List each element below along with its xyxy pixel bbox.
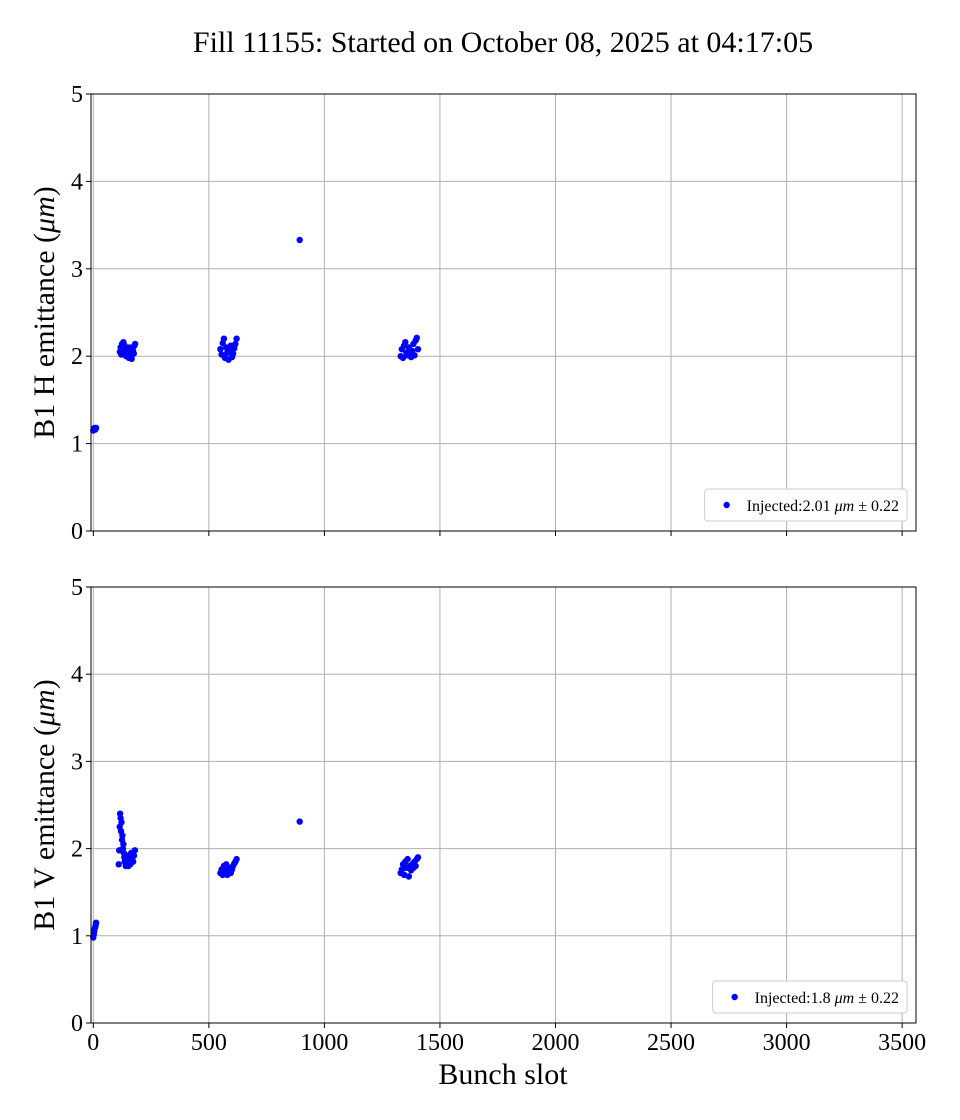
- data-point: [404, 855, 411, 863]
- y-tick-label: 3: [71, 257, 83, 283]
- data-point: [402, 339, 409, 346]
- panel-b1-h-emittance: 0 1 2 3 4 5 B1 H emittance (μm) Injected:2.01…: [28, 82, 917, 545]
- y-tick-label: 5: [71, 82, 83, 108]
- y-tick-label: 5: [71, 575, 83, 601]
- x-tick-label: 1500: [416, 1030, 464, 1056]
- legend-v: Injected:1.8 μm ± 0.22: [712, 980, 908, 1014]
- data-point: [414, 854, 422, 861]
- legend-box-v: [712, 980, 908, 1014]
- y-tick-label: 0: [71, 1011, 83, 1037]
- legend-marker-v: [731, 993, 738, 1001]
- x-tick-label: 1000: [300, 1030, 348, 1056]
- legend-marker-h: [723, 501, 730, 509]
- data-point: [220, 335, 228, 342]
- data-point: [414, 346, 422, 353]
- legend-text-v: Injected:1.8 μm ± 0.22: [755, 990, 899, 1007]
- x-tick-label: 2500: [647, 1030, 695, 1056]
- x-tick-label: 3000: [763, 1030, 811, 1056]
- ticks-h: 0 1 2 3 4 5: [71, 82, 903, 545]
- data-point: [405, 873, 412, 880]
- grid-h: [91, 93, 916, 532]
- data-point: [296, 818, 303, 825]
- data-point: [233, 335, 240, 342]
- data-point: [233, 855, 240, 863]
- y-tick-label: 1: [71, 432, 83, 458]
- x-tick-label: 2000: [531, 1030, 579, 1056]
- y-tick-label: 4: [71, 169, 83, 195]
- y-tick-label: 2: [71, 344, 83, 370]
- y-tick-label: 3: [71, 749, 83, 775]
- data-point: [115, 861, 122, 868]
- legend-text-h: Injected:2.01 μm ± 0.22: [747, 498, 899, 515]
- plot-frame-v: [90, 586, 917, 1024]
- legend-box-h: [704, 488, 908, 522]
- data-point: [92, 424, 100, 432]
- data-point: [118, 819, 125, 826]
- data-point: [232, 340, 239, 348]
- data-point: [229, 350, 237, 357]
- points-h: [90, 236, 422, 434]
- x-tick-label: 0: [87, 1030, 99, 1056]
- y-tick-label: 2: [71, 837, 83, 863]
- data-point: [130, 350, 137, 357]
- data-point: [128, 355, 135, 362]
- panel-b1-v-emittance: 0 500 1000 1500 2000 2500 3000 3500 0 1 2 3 4 5 B1 V …: [28, 575, 926, 1056]
- y-tick-label: 4: [71, 662, 83, 688]
- ylabel-v: B1 V emittance (μm): [28, 679, 61, 930]
- chart-title: Fill 11155: Started on October 08, 2025 …: [193, 26, 813, 59]
- data-point: [92, 919, 100, 926]
- y-tick-label: 0: [71, 519, 83, 545]
- x-axis-label: Bunch slot: [438, 1058, 568, 1091]
- data-point: [120, 841, 127, 848]
- data-point: [217, 346, 224, 353]
- legend-h: Injected:2.01 μm ± 0.22: [704, 488, 908, 522]
- data-point: [413, 334, 420, 341]
- data-point: [412, 862, 419, 870]
- ticks-v: 0 500 1000 1500 2000 2500 3000 3500 0 1 2 3 4 5: [71, 575, 926, 1056]
- ylabel-h: B1 H emittance (μm): [28, 186, 61, 439]
- data-point: [130, 852, 138, 859]
- grid-v: [91, 586, 916, 1024]
- plot-frame-h: [90, 93, 917, 532]
- data-point: [131, 847, 139, 854]
- points-v: [90, 810, 422, 941]
- y-tick-label: 1: [71, 924, 83, 950]
- data-point: [119, 832, 126, 839]
- data-point: [129, 858, 137, 865]
- data-point: [296, 236, 303, 244]
- data-point: [411, 352, 418, 359]
- x-tick-label: 500: [191, 1030, 227, 1056]
- x-tick-label: 3500: [878, 1030, 926, 1056]
- data-point: [131, 340, 139, 348]
